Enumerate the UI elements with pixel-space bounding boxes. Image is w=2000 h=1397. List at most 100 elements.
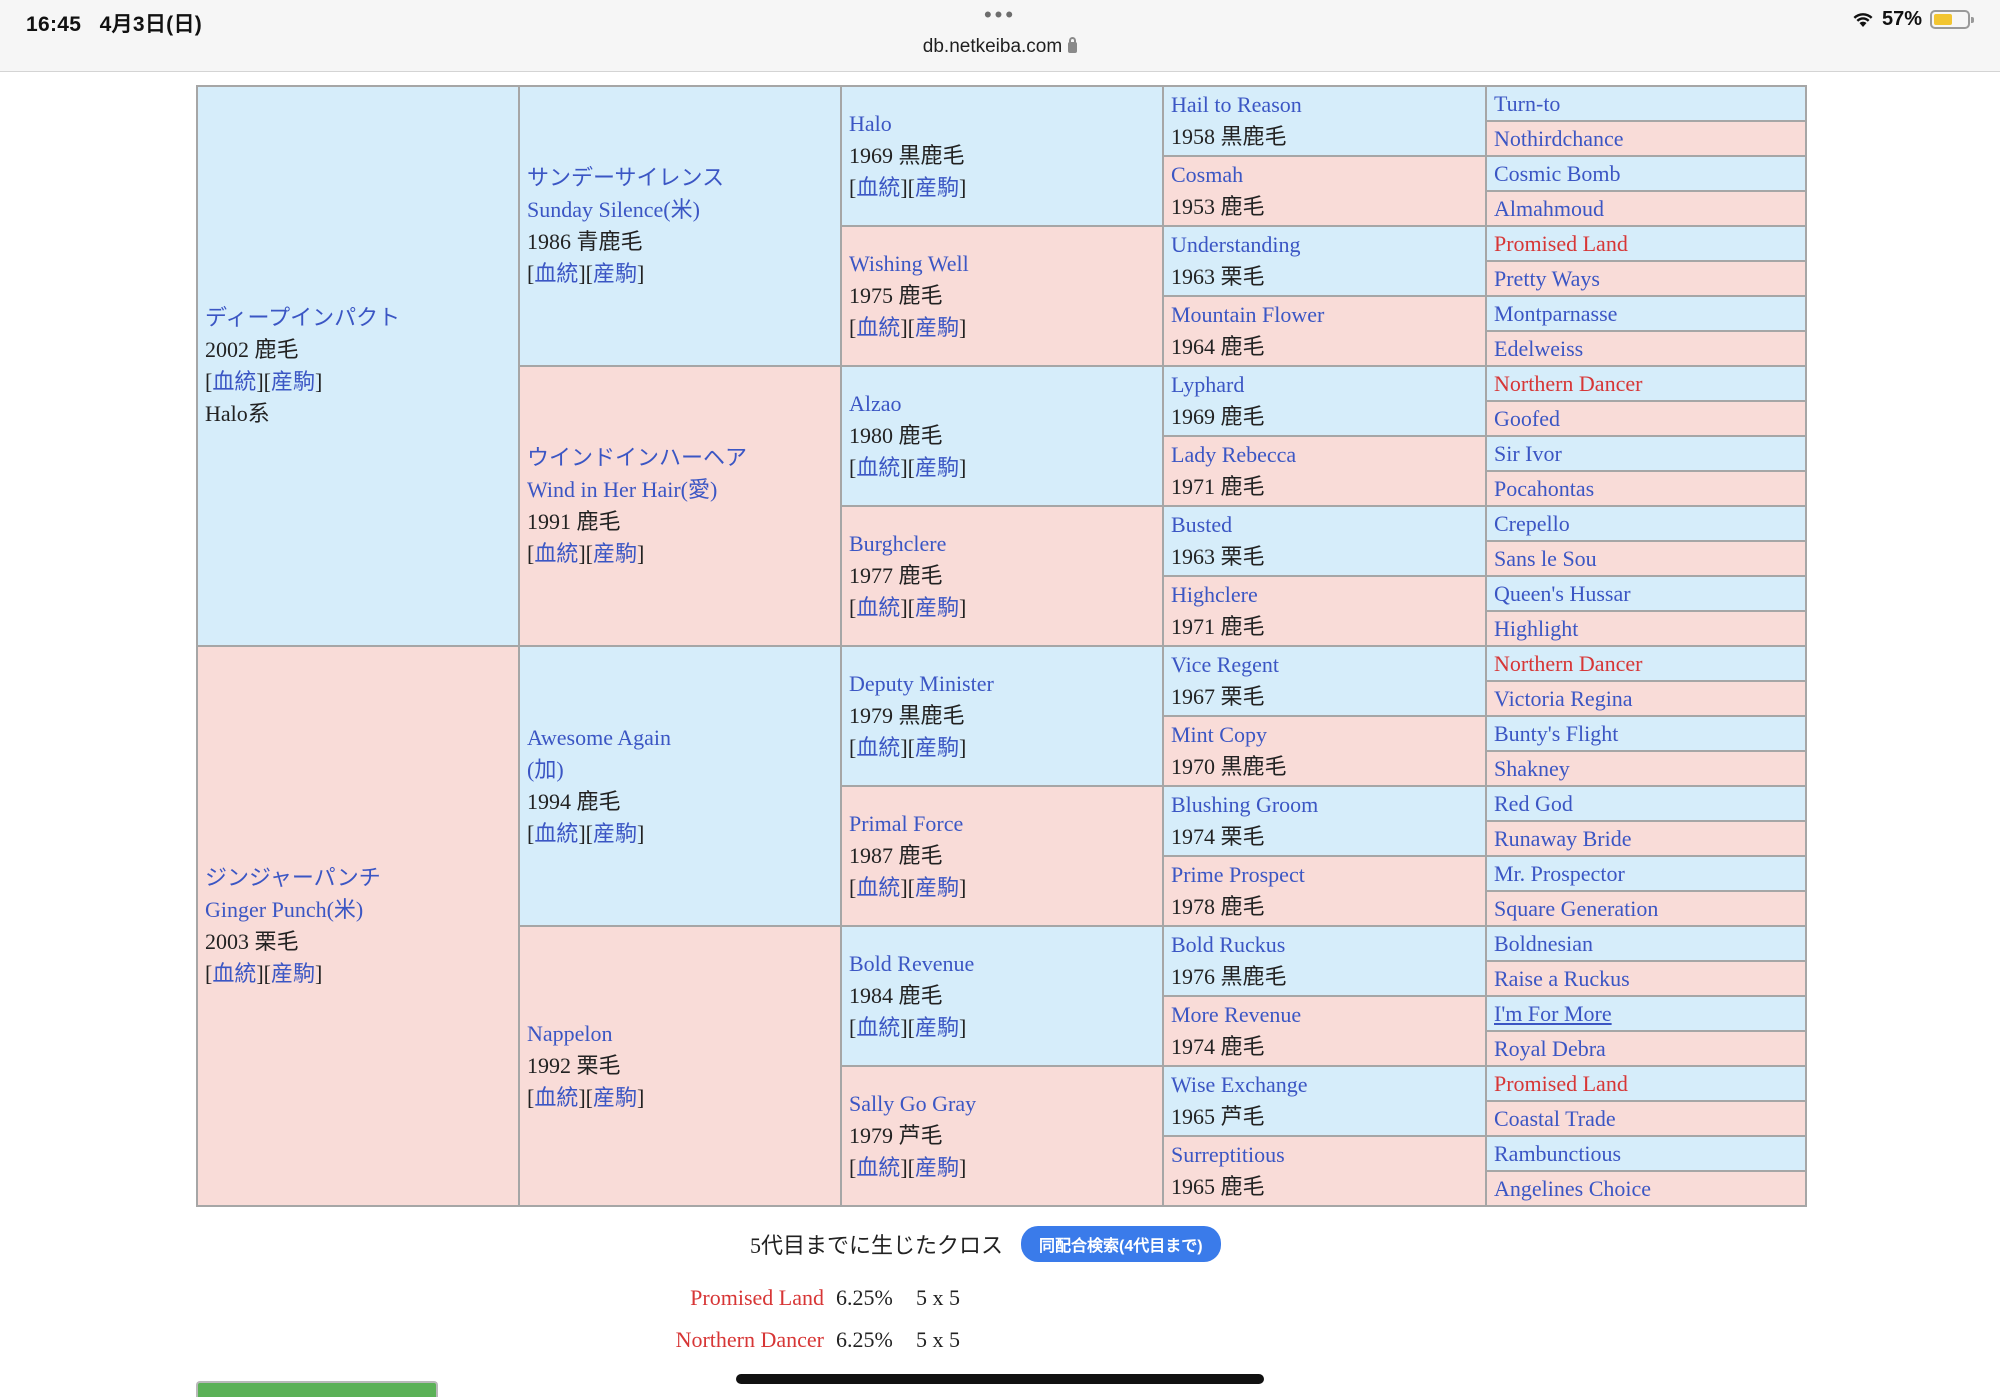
- horse-link[interactable]: Bold Revenue: [849, 951, 975, 976]
- horse-link[interactable]: Highclere: [1171, 582, 1258, 607]
- horse-link[interactable]: Cosmah: [1171, 162, 1244, 187]
- horse-link[interactable]: Sally Go Gray: [849, 1091, 977, 1116]
- horse-link[interactable]: Pocahontas: [1494, 476, 1595, 501]
- horse-link[interactable]: Prime Prospect: [1171, 862, 1305, 887]
- pedigree-link[interactable]: 血統: [534, 821, 579, 846]
- offspring-link[interactable]: 産駒: [915, 735, 960, 760]
- pedigree-link[interactable]: 血統: [212, 369, 257, 394]
- horse-link[interactable]: Bold Ruckus: [1171, 932, 1286, 957]
- pedigree-link[interactable]: 血統: [856, 735, 901, 760]
- horse-link[interactable]: Shakney: [1494, 756, 1570, 781]
- horse-link[interactable]: Goofed: [1494, 406, 1560, 431]
- pedigree-link[interactable]: 血統: [212, 961, 257, 986]
- horse-link[interactable]: Mint Copy: [1171, 722, 1267, 747]
- horse-link[interactable]: Highlight: [1494, 616, 1579, 641]
- horse-link[interactable]: Lyphard: [1171, 372, 1245, 397]
- horse-link[interactable]: Queen's Hussar: [1494, 581, 1631, 606]
- pedigree-link[interactable]: 血統: [534, 1085, 579, 1110]
- horse-link[interactable]: Almahmoud: [1494, 196, 1604, 221]
- offspring-link[interactable]: 産駒: [593, 1085, 638, 1110]
- horse-link-cross[interactable]: Northern Dancer: [1494, 371, 1643, 396]
- horse-link[interactable]: Boldnesian: [1494, 931, 1593, 956]
- pedigree-link[interactable]: 血統: [856, 1155, 901, 1180]
- offspring-link[interactable]: 産駒: [915, 1155, 960, 1180]
- horse-link-en[interactable]: Wind in Her Hair(愛): [527, 477, 718, 502]
- horse-link[interactable]: Primal Force: [849, 811, 964, 836]
- horse-link-en[interactable]: Ginger Punch(米): [205, 897, 364, 922]
- horse-link[interactable]: Raise a Ruckus: [1494, 966, 1630, 991]
- horse-link[interactable]: Royal Debra: [1494, 1036, 1606, 1061]
- horse-link[interactable]: Surreptitious: [1171, 1142, 1285, 1167]
- cross-horse-link[interactable]: Northern Dancer: [675, 1327, 824, 1352]
- horse-link[interactable]: Wishing Well: [849, 251, 969, 276]
- offspring-link[interactable]: 産駒: [915, 595, 960, 620]
- horse-link[interactable]: Lady Rebecca: [1171, 442, 1297, 467]
- horse-link[interactable]: Rambunctious: [1494, 1141, 1622, 1166]
- horse-link[interactable]: Victoria Regina: [1494, 686, 1633, 711]
- pedigree-link[interactable]: 血統: [856, 175, 901, 200]
- horse-link[interactable]: ジンジャーパンチ: [205, 865, 381, 890]
- offspring-link[interactable]: 産駒: [271, 369, 316, 394]
- horse-link[interactable]: Mountain Flower: [1171, 302, 1325, 327]
- more-dots-icon[interactable]: •••: [983, 2, 1017, 27]
- horse-link[interactable]: Montparnasse: [1494, 301, 1618, 326]
- horse-link[interactable]: Edelweiss: [1494, 336, 1584, 361]
- horse-link-suffix[interactable]: (加): [527, 757, 564, 782]
- pedigree-link[interactable]: 血統: [534, 541, 579, 566]
- pedigree-link[interactable]: 血統: [856, 595, 901, 620]
- horse-link-cross[interactable]: Promised Land: [1494, 231, 1628, 256]
- horse-link[interactable]: ディープインパクト: [205, 305, 401, 330]
- horse-link-cross[interactable]: Promised Land: [1494, 1071, 1628, 1096]
- offspring-link[interactable]: 産駒: [915, 455, 960, 480]
- horse-link[interactable]: Sir Ivor: [1494, 441, 1562, 466]
- horse-link[interactable]: Cosmic Bomb: [1494, 161, 1621, 186]
- horse-link[interactable]: Alzao: [849, 391, 902, 416]
- pedigree-link[interactable]: 血統: [534, 261, 579, 286]
- horse-link[interactable]: Burghclere: [849, 531, 947, 556]
- offspring-link[interactable]: 産駒: [271, 961, 316, 986]
- horse-link[interactable]: Red God: [1494, 791, 1573, 816]
- horse-link[interactable]: Mr. Prospector: [1494, 861, 1625, 886]
- offspring-link[interactable]: 産駒: [915, 315, 960, 340]
- horse-link[interactable]: Bunty's Flight: [1494, 721, 1619, 746]
- horse-link[interactable]: ウインドインハーヘア: [527, 445, 748, 470]
- horse-link-visited[interactable]: I'm For More: [1494, 1001, 1612, 1026]
- pedigree-link[interactable]: 血統: [856, 455, 901, 480]
- horse-link[interactable]: Wise Exchange: [1171, 1072, 1308, 1097]
- horse-link[interactable]: Hail to Reason: [1171, 92, 1302, 117]
- home-indicator[interactable]: [736, 1374, 1264, 1384]
- horse-link-en[interactable]: Sunday Silence(米): [527, 197, 700, 222]
- horse-link[interactable]: Square Generation: [1494, 896, 1659, 921]
- horse-link[interactable]: Nothirdchance: [1494, 126, 1624, 151]
- pedigree-link[interactable]: 血統: [856, 1015, 901, 1040]
- offspring-link[interactable]: 産駒: [915, 1015, 960, 1040]
- horse-link[interactable]: Pretty Ways: [1494, 266, 1600, 291]
- horse-link-cross[interactable]: Northern Dancer: [1494, 651, 1643, 676]
- address-bar[interactable]: db.netkeiba.com: [0, 36, 2000, 58]
- horse-link[interactable]: Sans le Sou: [1494, 546, 1597, 571]
- horse-link[interactable]: Runaway Bride: [1494, 826, 1632, 851]
- horse-link[interactable]: Awesome Again: [527, 725, 672, 750]
- horse-link[interactable]: Understanding: [1171, 232, 1301, 257]
- horse-link[interactable]: Blushing Groom: [1171, 792, 1319, 817]
- horse-link[interactable]: Turn-to: [1494, 91, 1561, 116]
- horse-link[interactable]: Nappelon: [527, 1021, 613, 1046]
- horse-link[interactable]: Crepello: [1494, 511, 1570, 536]
- same-cross-search-button[interactable]: 同配合検索(4代目まで): [1021, 1226, 1221, 1262]
- cross-horse-link[interactable]: Promised Land: [690, 1285, 824, 1310]
- horse-link[interactable]: Angelines Choice: [1494, 1176, 1652, 1201]
- offspring-link[interactable]: 産駒: [915, 875, 960, 900]
- horse-link[interactable]: Busted: [1171, 512, 1233, 537]
- horse-link[interactable]: Halo: [849, 111, 892, 136]
- pedigree-link[interactable]: 血統: [856, 315, 901, 340]
- offspring-link[interactable]: 産駒: [593, 261, 638, 286]
- offspring-link[interactable]: 産駒: [915, 175, 960, 200]
- offspring-link[interactable]: 産駒: [593, 541, 638, 566]
- green-action-button[interactable]: [196, 1381, 438, 1397]
- horse-link[interactable]: Vice Regent: [1171, 652, 1280, 677]
- offspring-link[interactable]: 産駒: [593, 821, 638, 846]
- pedigree-link[interactable]: 血統: [856, 875, 901, 900]
- horse-link[interactable]: サンデーサイレンス: [527, 165, 725, 190]
- horse-link[interactable]: More Revenue: [1171, 1002, 1302, 1027]
- horse-link[interactable]: Deputy Minister: [849, 671, 994, 696]
